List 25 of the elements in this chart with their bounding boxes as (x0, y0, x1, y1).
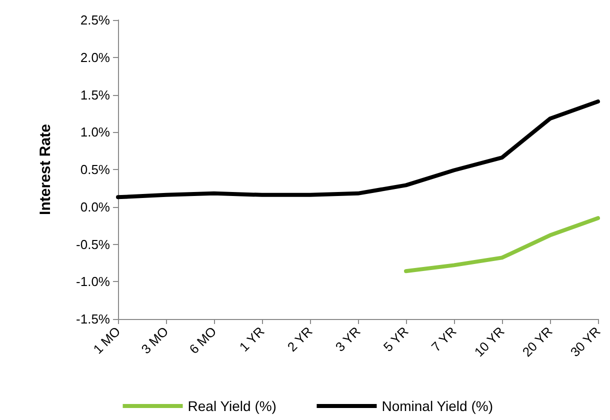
x-tick-label: 3 YR (332, 324, 364, 355)
y-axis-title: Interest Rate (37, 124, 54, 215)
y-tick-label: 2.0% (80, 50, 110, 65)
x-tick-label: 30 YR (567, 324, 604, 360)
legend-label: Real Yield (%) (188, 398, 276, 414)
legend-label: Nominal Yield (%) (382, 398, 493, 414)
y-tick-label: -1.5% (76, 312, 110, 326)
y-tick-label: 0.5% (80, 162, 110, 177)
x-tick-label: 7 YR (428, 324, 460, 355)
y-tick-label: -0.5% (76, 236, 110, 252)
y-tick-label: -1.0% (76, 274, 110, 290)
x-tick-label: 1 YR (236, 324, 268, 355)
y-tick-label: 2.5% (80, 12, 110, 28)
x-tick-label: 3 MO (138, 324, 172, 357)
x-tick-label: 6 MO (186, 324, 220, 357)
x-tick-label: 5 YR (380, 324, 412, 355)
x-tick-label: 2 YR (284, 324, 316, 355)
x-tick-label: 10 YR (471, 324, 508, 360)
line-series (404, 216, 600, 274)
x-tick-label: 20 YR (519, 324, 556, 360)
y-tick-label: 0.0% (80, 199, 110, 214)
x-tick-label: 1 MO (90, 324, 124, 357)
y-tick-label: 1.5% (80, 87, 110, 102)
y-tick-label: 1.0% (80, 124, 110, 140)
line-series (116, 99, 600, 200)
